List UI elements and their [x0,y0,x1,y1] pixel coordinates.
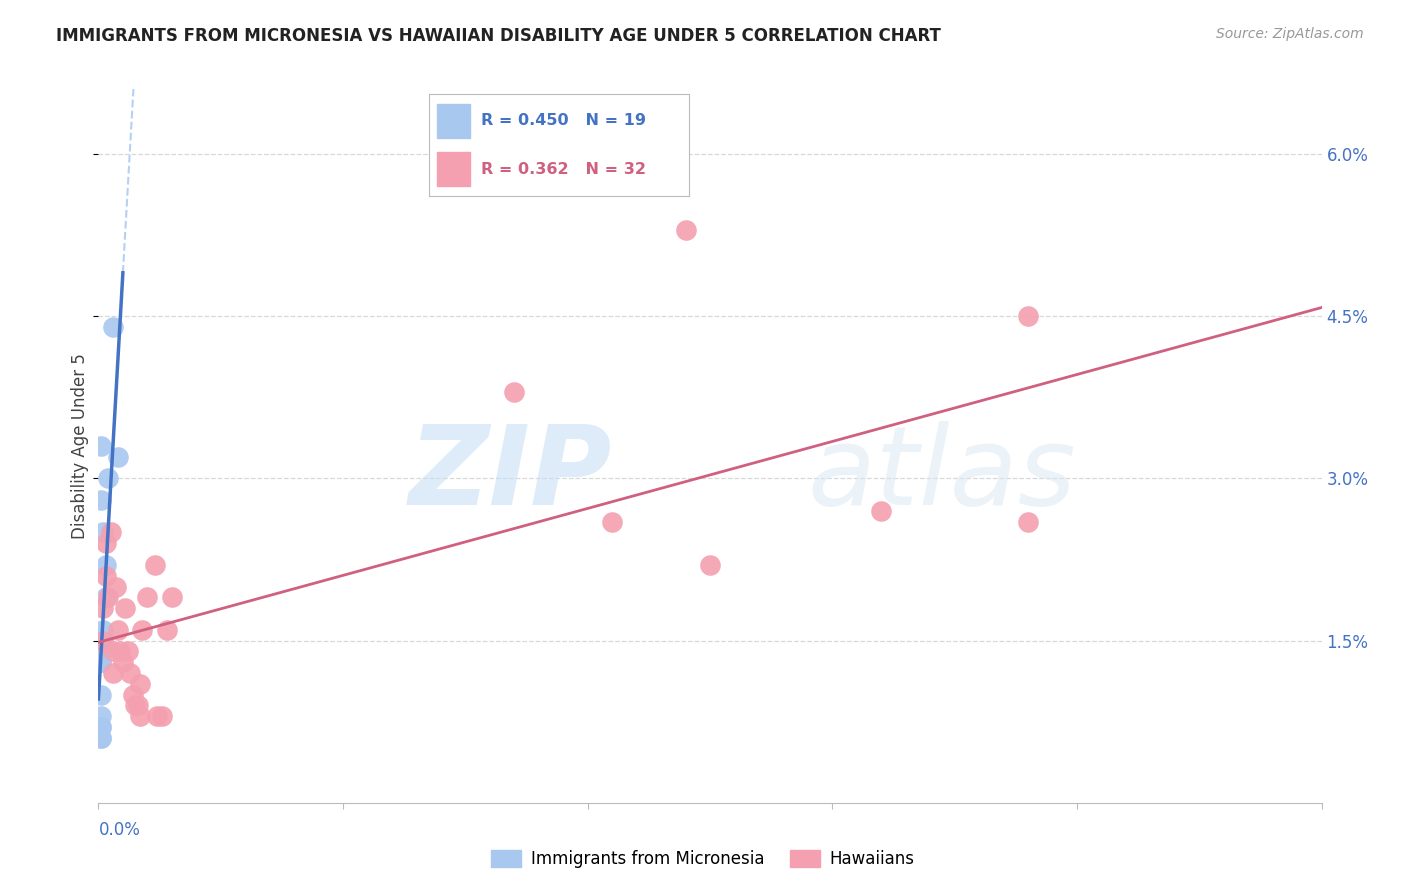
Point [146,709,169,723]
Point [97,471,120,485]
Point [90,655,112,669]
Point [107,623,129,637]
Point [100,525,122,540]
Point [91,525,114,540]
Point [91,623,114,637]
Point [90,709,112,723]
Point [124,698,146,713]
Point [90,688,112,702]
Point [503,384,526,399]
Point [110,644,132,658]
Point [127,698,149,713]
Point [90,720,112,734]
Point [111,655,134,669]
Point [131,623,153,637]
Text: Source: ZipAtlas.com: Source: ZipAtlas.com [1216,27,1364,41]
Point [91,633,114,648]
Legend: Immigrants from Micronesia, Hawaiians: Immigrants from Micronesia, Hawaiians [485,843,921,875]
Point [160,591,183,605]
Point [90,731,112,745]
Point [143,558,166,572]
Point [90,439,112,453]
Point [94,536,117,550]
Point [870,504,893,518]
Point [150,709,173,723]
Y-axis label: Disability Age Under 5: Disability Age Under 5 [72,353,90,539]
Text: 0.0%: 0.0% [98,821,141,838]
Point [1017,515,1039,529]
Text: R = 0.450   N = 19: R = 0.450 N = 19 [481,113,645,128]
Point [101,666,124,681]
Bar [437,104,471,137]
Point [101,320,124,334]
Point [129,709,152,723]
Point [600,515,623,529]
Point [104,580,127,594]
Point [114,601,136,615]
Text: atlas: atlas [808,421,1077,528]
Point [91,633,114,648]
Point [101,644,124,658]
Bar [437,153,471,186]
Point [90,720,112,734]
Point [675,223,697,237]
Point [94,568,117,582]
Point [91,644,114,658]
Point [117,644,139,658]
Point [136,591,159,605]
Point [120,666,142,681]
Point [90,731,112,745]
Point [107,450,129,464]
Point [91,601,114,615]
Point [94,591,117,605]
Point [1017,310,1039,324]
Text: R = 0.362   N = 32: R = 0.362 N = 32 [481,161,645,177]
Point [90,655,112,669]
Point [156,623,179,637]
Text: IMMIGRANTS FROM MICRONESIA VS HAWAIIAN DISABILITY AGE UNDER 5 CORRELATION CHART: IMMIGRANTS FROM MICRONESIA VS HAWAIIAN D… [56,27,941,45]
Point [97,591,120,605]
Point [90,493,112,508]
Point [129,677,152,691]
Point [94,558,117,572]
Point [699,558,721,572]
Text: ZIP: ZIP [409,421,612,528]
Point [121,688,143,702]
